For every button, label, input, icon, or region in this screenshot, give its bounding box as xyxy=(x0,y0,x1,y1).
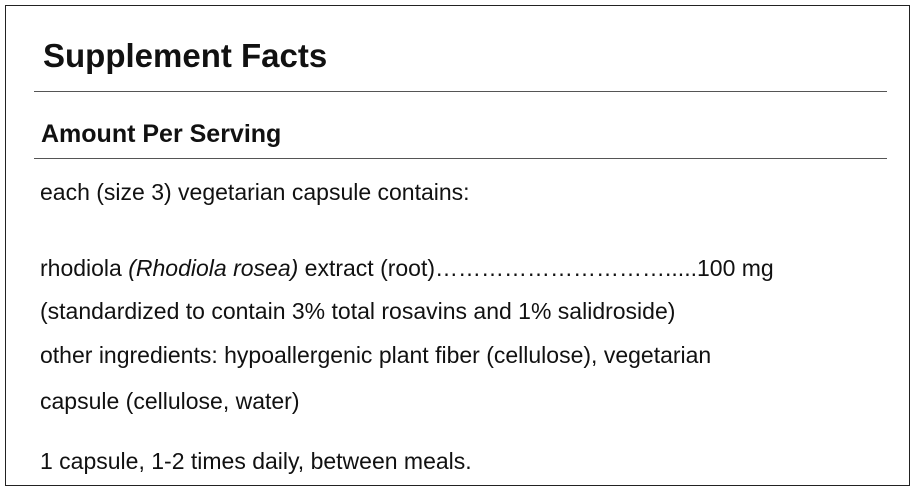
ingredient-amount: 100 mg xyxy=(696,255,774,281)
supplement-facts-panel: Supplement Facts Amount Per Serving each… xyxy=(5,5,910,486)
other-ingredients-line-2: capsule (cellulose, water) xyxy=(40,388,300,414)
panel-title: Supplement Facts xyxy=(43,37,328,74)
ingredient-row: rhodiola (Rhodiola rosea) extract (root)… xyxy=(40,253,774,283)
serving-intro: each (size 3) vegetarian capsule contain… xyxy=(40,179,470,205)
ingredient-latin-name: (Rhodiola rosea) xyxy=(128,255,299,281)
subtitle-divider xyxy=(34,158,887,159)
ingredient-part: extract (root) xyxy=(304,255,436,281)
standardization-note: (standardized to contain 3% total rosavi… xyxy=(40,298,676,324)
amount-per-serving-heading: Amount Per Serving xyxy=(41,120,282,148)
title-divider xyxy=(34,91,887,92)
other-ingredients-line-1: other ingredients: hypoallergenic plant … xyxy=(40,342,712,368)
ingredient-name: rhodiola xyxy=(40,255,122,281)
directions: 1 capsule, 1-2 times daily, between meal… xyxy=(40,448,472,474)
ingredient-dot-leader: …………………………..... xyxy=(435,255,697,281)
